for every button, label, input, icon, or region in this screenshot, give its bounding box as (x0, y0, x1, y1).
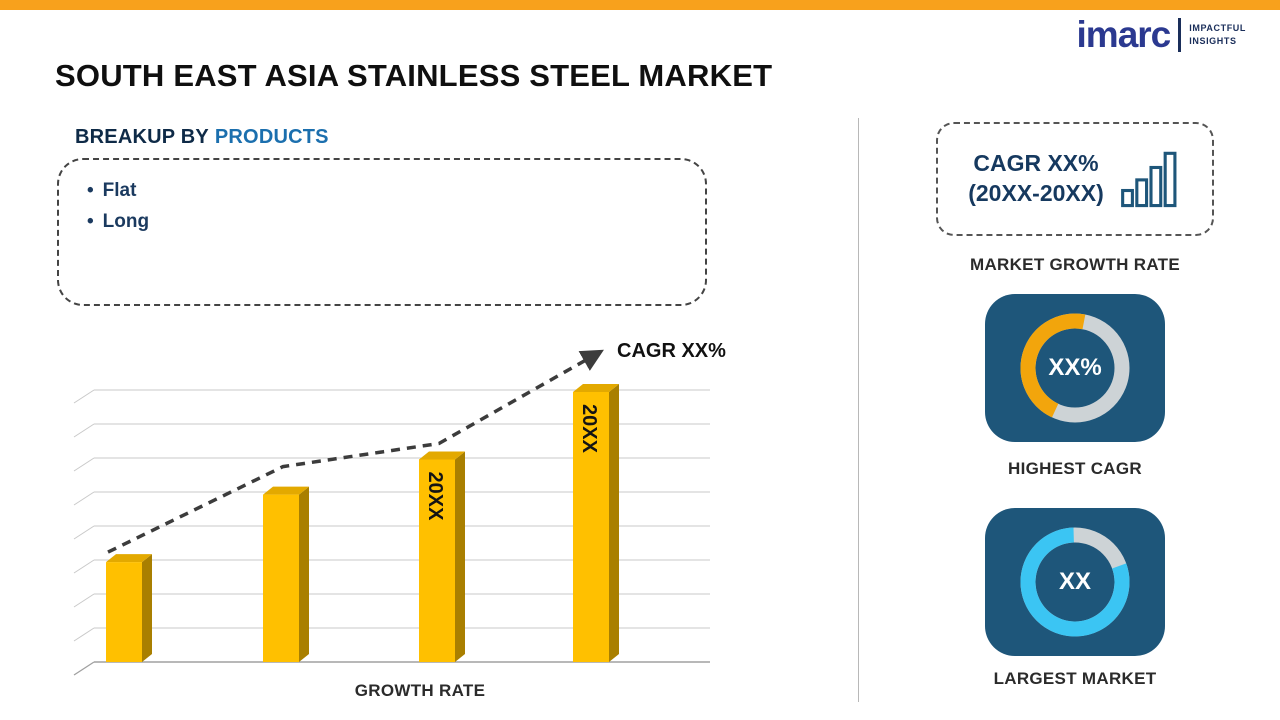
growth-rate-chart: 20XX 20XX (60, 336, 722, 684)
imarc-logo: imarc IMPACTFUL INSIGHTS (1077, 16, 1246, 53)
vertical-divider (858, 118, 859, 702)
highest-cagr-donut (1020, 313, 1130, 423)
logo-tagline-line2: INSIGHTS (1189, 35, 1237, 46)
chart-x-axis-label: GROWTH RATE (354, 681, 486, 700)
highest-cagr-caption: HIGHEST CAGR (1008, 459, 1142, 478)
breakup-heading-highlight: PRODUCTS (214, 126, 329, 148)
products-list-box: Flat Long (57, 158, 707, 306)
growth-card-line1: CAGR XX% (973, 150, 1099, 177)
products-list: Flat Long (87, 176, 677, 238)
breakup-heading: BREAKUP BY PRODUCTS (75, 126, 329, 149)
bar-chart-svg: 20XX 20XX (73, 349, 710, 676)
svg-text:20XX: 20XX (424, 472, 446, 522)
largest-market-caption: LARGEST MARKET (993, 669, 1157, 688)
list-item: Flat (87, 176, 677, 207)
highest-cagr-tile: XX% (985, 294, 1165, 442)
breakup-heading-prefix: BREAKUP BY (75, 126, 209, 148)
bar-chart-icon (1120, 151, 1177, 208)
logo-tagline-line1: IMPACTFUL (1189, 23, 1246, 34)
highest-cagr-value: XX% (1048, 354, 1102, 381)
growth-card-text: CAGR XX% (20XX-20XX) (968, 149, 1104, 209)
page-title: SOUTH EAST ASIA STAINLESS STEEL MARKET (55, 58, 773, 93)
svg-text:20XX: 20XX (578, 404, 600, 454)
cagr-trend-label: CAGR XX% (617, 340, 726, 362)
logo-wordmark: imarc (1076, 14, 1172, 55)
logo-tagline: IMPACTFUL INSIGHTS (1189, 22, 1246, 46)
list-item: Long (87, 207, 677, 238)
market-growth-card: CAGR XX% (20XX-20XX) (936, 122, 1214, 236)
largest-market-tile: XX (985, 508, 1165, 656)
largest-market-value: XX (1058, 568, 1091, 595)
market-growth-rate-caption: MARKET GROWTH RATE (969, 255, 1180, 274)
top-accent-bar (0, 0, 1280, 10)
largest-market-donut (1020, 527, 1130, 637)
growth-card-line2: (20XX-20XX) (968, 180, 1104, 206)
logo-divider (1178, 17, 1182, 52)
